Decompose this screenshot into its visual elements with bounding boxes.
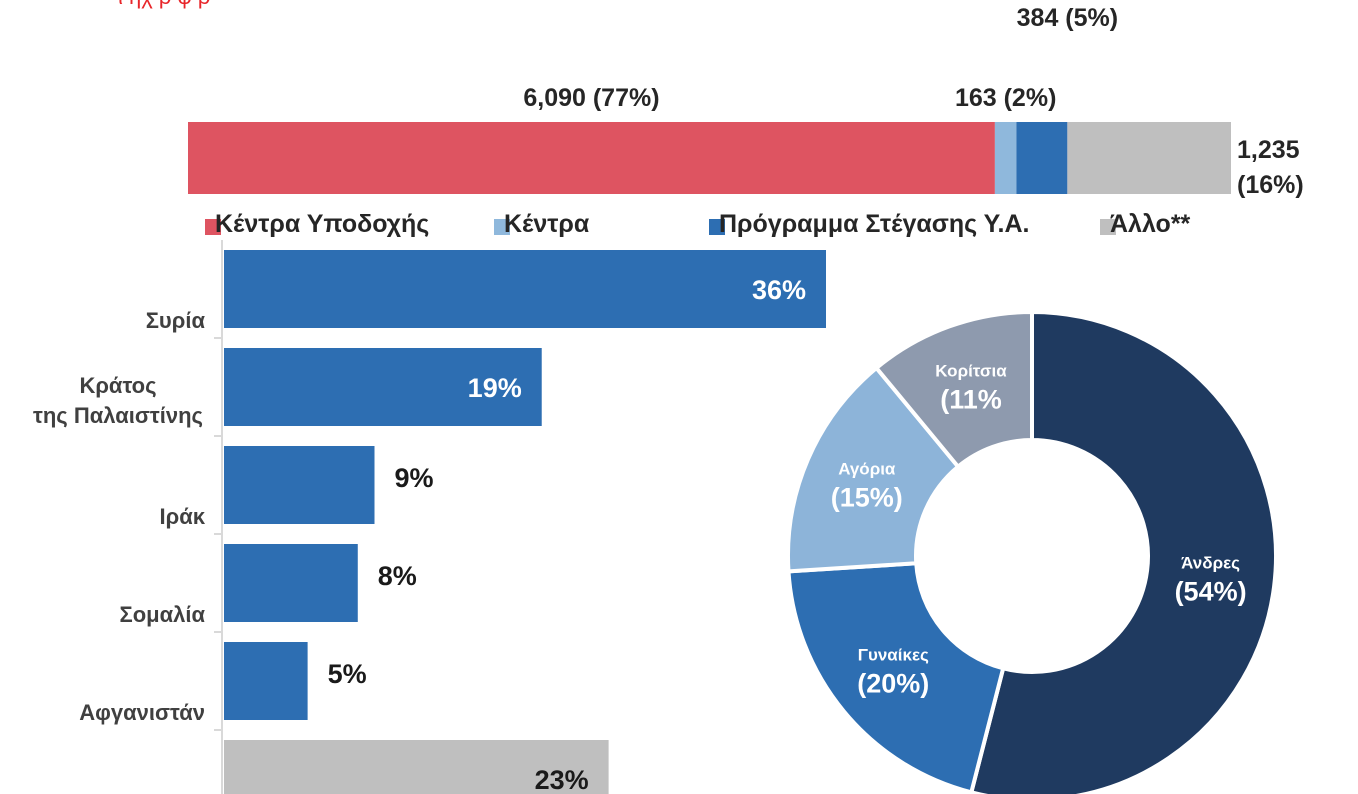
country-category-label-1-line2: της Παλαιστίνης: [33, 403, 203, 428]
country-category-label-0: Συρία: [146, 308, 206, 333]
country-bar-4: [224, 642, 308, 720]
stacked-label-2: 384 (5%): [1017, 4, 1118, 32]
legend-swatch-3: [1100, 219, 1116, 235]
legend-label-0: Κέντρα Υποδοχής: [215, 210, 429, 238]
country-value-label-3: 8%: [378, 561, 417, 591]
legend-swatch-2: [709, 219, 725, 235]
donut-value-label-3: (11%: [940, 385, 1002, 415]
legend-swatch-1: [494, 219, 510, 235]
country-category-label-2: Ιράκ: [159, 504, 205, 529]
country-bar-5: [224, 740, 609, 794]
stacked-label-3: 1,235: [1237, 136, 1300, 164]
country-value-label-2: 9%: [395, 463, 434, 493]
donut-value-label-0: (54%): [1175, 577, 1247, 607]
donut-value-label-1: (20%): [857, 669, 929, 699]
legend-label-2: Πρόγραμμα Στέγασης Υ.Α.: [719, 210, 1029, 238]
donut-category-label-0: Άνδρες: [1181, 554, 1240, 573]
country-value-label-4: 5%: [328, 659, 367, 689]
country-bar-0: [224, 250, 826, 328]
donut-category-label-2: Αγόρια: [838, 460, 896, 479]
country-bar-chart: 36% Συρία 19% Κράτος της Παλαιστίνης 9% Ιράκ 8%…: [33, 240, 826, 794]
country-category-label-3: Σομαλία: [120, 602, 206, 627]
country-category-label-4: Αφγανιστάν: [79, 700, 205, 725]
donut-slice-1: [786, 561, 1006, 794]
country-value-label-0: 36%: [752, 275, 806, 305]
donut-slice-2: [786, 365, 961, 574]
stacked-segment-0: [188, 122, 995, 194]
stacked-segment-1: [994, 122, 1017, 194]
country-value-label-1: 19%: [468, 373, 522, 403]
stacked-segment-3: [1067, 122, 1231, 194]
country-category-label-1-line1: Κράτος: [79, 373, 156, 398]
gender-donut-chart: Άνδρες (54%) Γυναίκες (20%) Αγόρια (15%) Κορίτ…: [786, 309, 1278, 794]
stacked-label-0: 6,090 (77%): [523, 84, 659, 112]
donut-slice-0: [968, 309, 1278, 794]
stacked-bar-chart: 6,090 (77%) 163 (2%) 384 (5%) 1,235 (16%) Κέν…: [188, 4, 1304, 238]
stacked-segment-2: [1016, 122, 1068, 194]
legend-label-3: Άλλο**: [1110, 210, 1191, 238]
legend-label-1: Κέντρα: [504, 210, 590, 238]
donut-category-label-1: Γυναίκες: [858, 646, 929, 665]
header-red-fragment: ι ηχ ρ φ ρ: [118, 0, 210, 10]
country-bar-1: [224, 348, 542, 426]
legend-swatch-0: [205, 219, 221, 235]
donut-value-label-2: (15%): [831, 483, 903, 513]
country-bar-3: [224, 544, 358, 622]
country-value-label-5: 23%: [535, 765, 589, 794]
donut-slice-3: [873, 309, 1034, 470]
stacked-label-3b: (16%): [1237, 171, 1304, 199]
donut-category-label-3: Κορίτσια: [935, 362, 1007, 381]
country-bar-2: [224, 446, 375, 524]
stacked-label-1: 163 (2%): [955, 84, 1056, 112]
